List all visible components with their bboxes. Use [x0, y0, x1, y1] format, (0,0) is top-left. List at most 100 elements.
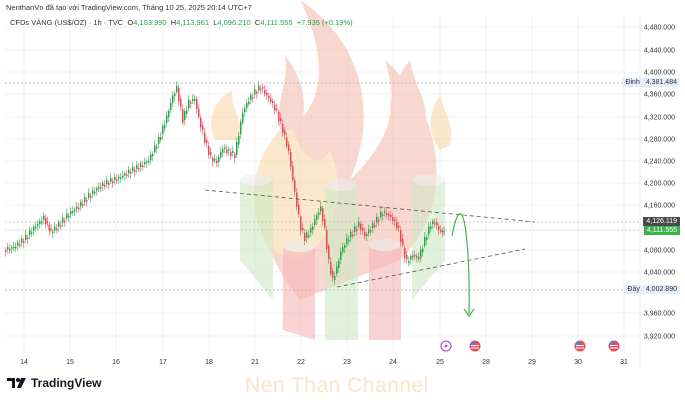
candle	[406, 255, 408, 260]
candle	[5, 250, 7, 252]
candle	[428, 226, 430, 235]
candle	[246, 102, 248, 108]
candle	[102, 183, 104, 186]
candle	[52, 231, 54, 234]
candle	[184, 111, 186, 120]
candle	[436, 222, 438, 226]
projection-arrowhead	[463, 308, 475, 318]
candle	[64, 220, 66, 223]
candle	[110, 178, 112, 182]
candle	[152, 154, 154, 156]
candle	[198, 108, 200, 117]
price-tick: 4,200.000	[644, 181, 675, 188]
candle	[292, 166, 294, 181]
tradingview-logo[interactable]: TradingView	[7, 376, 101, 390]
candle	[88, 193, 90, 198]
symbol-label[interactable]: CFDs VÀNG (US$/OZ) · 1h · TVC	[10, 18, 124, 27]
last-price-tag: 4,111.555	[643, 226, 680, 235]
candle	[230, 152, 232, 156]
candle	[318, 212, 320, 215]
time-tick: 24	[389, 359, 397, 366]
candle	[276, 108, 278, 110]
candle	[441, 230, 444, 233]
candle	[214, 158, 216, 161]
candle	[72, 211, 74, 213]
price-tick: 4,160.000	[644, 203, 675, 210]
candle	[346, 238, 348, 244]
candle	[170, 102, 172, 110]
candle	[236, 142, 238, 155]
candle	[356, 229, 358, 231]
candle	[166, 115, 168, 123]
candle	[322, 208, 324, 222]
candle	[438, 226, 440, 230]
candle	[264, 90, 266, 95]
candle	[196, 99, 198, 110]
candle	[288, 144, 290, 151]
candle	[122, 175, 124, 178]
candle	[310, 227, 312, 233]
candle	[328, 246, 330, 260]
candle	[416, 255, 418, 258]
candle	[232, 151, 234, 153]
candle	[164, 124, 166, 129]
candle	[396, 222, 398, 229]
candle	[384, 211, 386, 213]
candle	[320, 206, 322, 212]
candle	[352, 234, 354, 237]
candle	[212, 158, 214, 162]
candle	[45, 218, 47, 225]
candle	[272, 101, 274, 104]
candle	[374, 225, 376, 227]
candle	[368, 229, 370, 234]
candle	[260, 88, 262, 91]
candle	[202, 125, 204, 131]
candle	[270, 98, 272, 102]
candle	[154, 145, 156, 152]
candle	[206, 140, 208, 144]
us-flag-icon	[469, 340, 481, 352]
candle	[84, 197, 86, 202]
candle	[136, 165, 138, 169]
candle	[200, 118, 202, 128]
candle	[420, 249, 422, 258]
candle	[362, 228, 364, 231]
candle	[33, 226, 35, 231]
channel-watermark: Nen Than Channel	[245, 374, 429, 397]
candle	[80, 201, 82, 206]
candle	[142, 165, 144, 168]
candle	[274, 104, 276, 111]
change-value: +7.935 (+0.19%)	[296, 18, 353, 27]
us-flag-icon	[608, 340, 620, 352]
candle	[268, 96, 270, 99]
time-tick: 15	[66, 359, 74, 366]
candle	[422, 248, 424, 252]
candle	[54, 226, 56, 231]
candle	[252, 97, 254, 99]
candle	[354, 226, 356, 232]
candle	[128, 169, 130, 174]
price-tick: 4,360.000	[644, 92, 675, 99]
candle	[282, 124, 284, 133]
candle	[74, 209, 76, 212]
candle	[410, 256, 412, 260]
time-tick: 29	[528, 359, 536, 366]
candle	[376, 217, 378, 223]
candle	[41, 221, 43, 224]
candle	[46, 221, 49, 223]
candle	[222, 149, 224, 153]
candle	[27, 237, 29, 240]
candle	[106, 180, 108, 184]
candle	[254, 89, 256, 95]
candle	[390, 215, 392, 217]
candle	[86, 200, 88, 202]
candle	[192, 99, 194, 101]
candle	[160, 137, 162, 140]
price-tick: 3,920.000	[644, 334, 675, 341]
candle	[98, 186, 100, 189]
open-value: 4,103.990	[133, 18, 167, 27]
candle	[266, 93, 268, 96]
chart-attribution: NenthanVn đã tạo với TradingView.com, Th…	[6, 3, 252, 12]
candle	[262, 87, 264, 89]
